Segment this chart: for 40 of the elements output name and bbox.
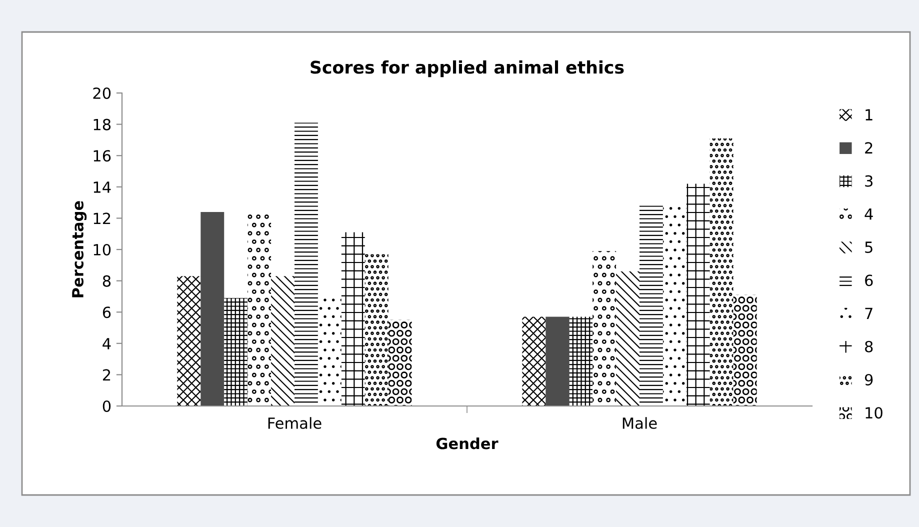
bar <box>388 320 412 406</box>
x-tick-label: Female <box>268 417 322 429</box>
legend-label: 3 <box>865 175 872 187</box>
bar <box>522 316 546 406</box>
y-tick-label: 14 <box>94 182 111 193</box>
y-tick-label: 6 <box>102 306 111 318</box>
x-tick-label: Male <box>622 417 657 429</box>
y-tick-label: 10 <box>94 244 111 256</box>
legend-label: 1 <box>866 109 872 120</box>
legend-label: 9 <box>864 374 873 386</box>
legend-label: 4 <box>864 208 873 220</box>
y-axis-title: Percentage <box>72 201 87 298</box>
bar <box>364 254 388 406</box>
bar <box>569 316 593 406</box>
bar <box>733 294 757 406</box>
bar <box>546 316 570 406</box>
legend-label: 8 <box>865 340 873 352</box>
y-tick-label: 18 <box>94 118 111 130</box>
bar <box>341 232 365 406</box>
y-tick-label: 16 <box>94 150 111 162</box>
x-axis-title: Gender <box>436 437 498 450</box>
bar <box>271 276 294 406</box>
bar <box>710 138 734 406</box>
chart-title: Scores for applied animal ethics <box>310 60 624 78</box>
bar <box>224 298 248 406</box>
y-tick-label: 20 <box>93 87 111 100</box>
legend-label: 6 <box>865 274 873 286</box>
y-tick-label: 0 <box>102 400 111 412</box>
y-tick-label: 2 <box>102 369 110 381</box>
y-tick-label: 8 <box>102 275 111 287</box>
legend-label: 10 <box>866 407 882 419</box>
legend-label: 7 <box>865 308 872 320</box>
bar <box>616 271 640 406</box>
y-tick-label: 4 <box>102 338 111 350</box>
bar <box>177 276 201 406</box>
legend-label: 2 <box>865 142 872 154</box>
y-tick-label: 12 <box>94 212 110 224</box>
legend-label: 5 <box>865 242 872 254</box>
bar <box>686 184 710 406</box>
bar <box>200 212 224 406</box>
